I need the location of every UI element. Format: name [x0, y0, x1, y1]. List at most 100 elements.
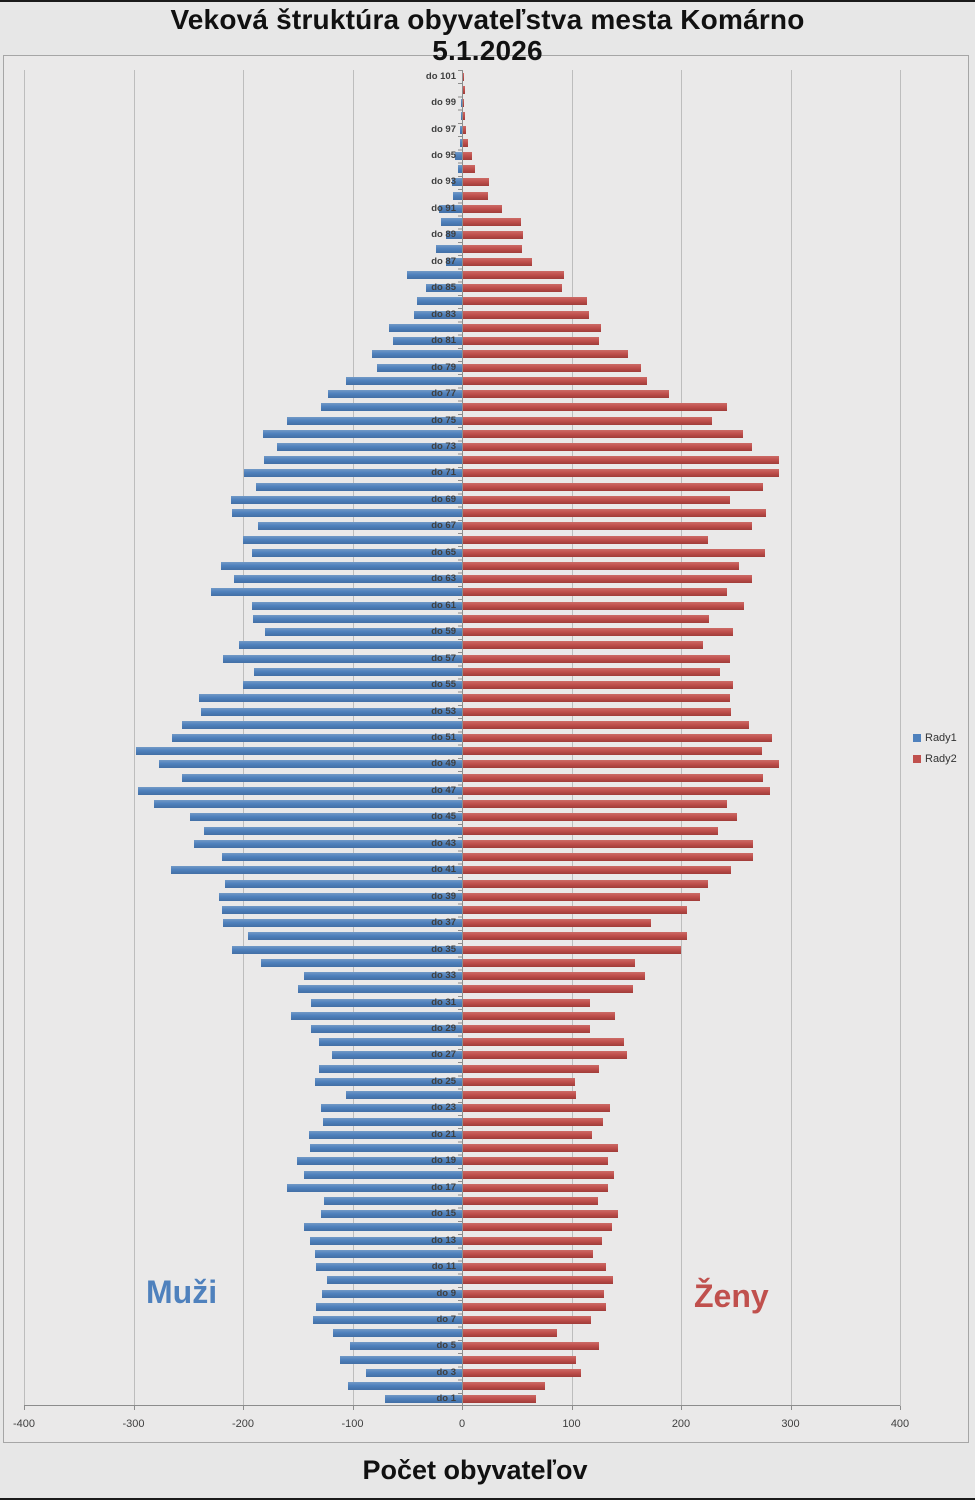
bar-men-age-77 [328, 390, 462, 399]
x-tick-mark--100 [352, 1406, 354, 1410]
bar-men-age-10 [327, 1276, 462, 1285]
chart-title-line2: 5.1.2026 [432, 35, 543, 66]
bar-men-age-48 [181, 773, 462, 782]
bar-women-age-86 [463, 271, 564, 280]
bar-women-age-47 [463, 786, 770, 795]
category-label-do-23: do 23 [431, 1102, 456, 1114]
bar-men-age-27 [331, 1051, 462, 1060]
bar-men-age-34 [260, 958, 462, 967]
category-label-do-57: do 57 [431, 652, 456, 664]
category-label-do-27: do 27 [431, 1049, 456, 1061]
category-label-do-89: do 89 [431, 229, 456, 241]
x-tick-label--400: -400 [12, 1418, 36, 1430]
bar-men-age-91 [439, 204, 462, 213]
bar-women-age-25 [463, 1077, 575, 1086]
legend-swatch-rady1 [913, 734, 921, 742]
bar-men-age-40 [225, 879, 462, 888]
bar-women-age-82 [463, 323, 601, 332]
bar-men-age-51 [171, 734, 462, 742]
category-label-do-5: do 5 [436, 1340, 456, 1352]
bar-men-age-85 [425, 284, 462, 293]
x-tick-label-400: 400 [890, 1418, 910, 1430]
category-label-do-79: do 79 [431, 361, 456, 373]
bar-women-age-21 [463, 1130, 593, 1139]
bar-women-age-57 [463, 654, 731, 663]
legend-label-rady2: Rady2 [925, 753, 957, 765]
category-label-do-35: do 35 [431, 943, 456, 955]
category-label-do-97: do 97 [431, 123, 456, 135]
bar-women-age-9 [463, 1289, 605, 1298]
bar-women-age-11 [463, 1263, 607, 1272]
category-label-do-71: do 71 [431, 467, 456, 479]
bar-men-age-52 [181, 720, 462, 729]
x-tick-mark--400 [24, 1406, 25, 1410]
bar-women-age-71 [463, 469, 780, 478]
bar-men-age-56 [253, 667, 462, 676]
bar-women-age-77 [463, 390, 669, 399]
category-label-do-39: do 39 [431, 890, 456, 902]
bar-men-age-59 [264, 628, 462, 637]
category-label-do-49: do 49 [431, 758, 456, 770]
bar-women-age-37 [463, 919, 652, 928]
bar-men-age-63 [234, 575, 462, 584]
bar-women-age-48 [463, 773, 764, 782]
bar-men-age-21 [308, 1130, 462, 1139]
category-label-do-81: do 81 [431, 335, 456, 347]
x-tick-mark--300 [133, 1406, 135, 1410]
category-label-do-61: do 61 [431, 599, 456, 611]
bar-men-age-89 [445, 231, 462, 240]
bar-men-age-23 [320, 1104, 462, 1113]
bar-men-age-71 [244, 469, 462, 478]
bar-women-age-3 [463, 1368, 582, 1377]
chart-area: -400 -300 -200 -100 0 100 200 300 400 do 101 do 99… [3, 55, 969, 1443]
bar-men-age-29 [310, 1025, 462, 1033]
legend-swatch-rady2 [913, 755, 921, 763]
bar-women-age-62 [463, 588, 727, 597]
bar-women-age-58 [463, 641, 703, 650]
bar-women-age-18 [463, 1170, 615, 1179]
bar-men-age-41 [170, 866, 462, 875]
bar-women-age-41 [463, 866, 732, 875]
bar-men-age-13 [309, 1236, 462, 1245]
bar-men-age-7 [313, 1316, 462, 1325]
bar-men-age-11 [316, 1263, 462, 1272]
bar-men-age-18 [304, 1170, 462, 1179]
bar-women-age-101 [463, 72, 465, 81]
category-label-do-93: do 93 [431, 176, 456, 188]
category-label-do-9: do 9 [436, 1287, 456, 1299]
bar-men-age-60 [252, 614, 462, 623]
bar-women-age-90 [463, 218, 522, 227]
category-label-do-33: do 33 [431, 970, 456, 982]
bar-men-age-78 [345, 376, 462, 385]
bar-men-age-53 [201, 707, 462, 716]
category-label-do-85: do 85 [431, 282, 456, 294]
category-label-do-19: do 19 [431, 1155, 456, 1167]
bar-women-age-10 [463, 1276, 613, 1285]
bar-men-age-28 [318, 1038, 462, 1047]
bar-women-age-52 [463, 720, 749, 729]
category-label-do-83: do 83 [431, 308, 456, 320]
bar-women-age-1 [463, 1395, 537, 1404]
x-tick-label-0: 0 [458, 1418, 466, 1430]
bar-men-age-44 [203, 826, 462, 835]
bar-men-age-88 [435, 244, 462, 253]
bar-women-age-30 [463, 1011, 616, 1020]
category-label-do-67: do 67 [431, 520, 456, 532]
bar-men-age-2 [348, 1382, 462, 1391]
bar-women-age-32 [463, 985, 633, 994]
category-label-do-91: do 91 [431, 202, 456, 214]
bar-men-age-74 [262, 429, 462, 438]
bar-men-age-39 [218, 892, 462, 901]
bar-women-age-43 [463, 839, 754, 848]
bar-women-age-31 [463, 998, 591, 1007]
x-tick-mark--200 [243, 1406, 244, 1410]
category-label-do-59: do 59 [431, 626, 456, 638]
category-label-do-73: do 73 [431, 440, 456, 452]
bar-men-age-43 [193, 839, 462, 848]
x-tick-mark-200 [681, 1406, 682, 1410]
bar-men-age-62 [211, 588, 462, 597]
category-label-do-29: do 29 [431, 1023, 456, 1034]
bar-women-age-73 [463, 442, 753, 451]
bar-men-age-76 [320, 403, 462, 412]
chart-title: Veková štruktúra obyvateľstva mesta Komá… [0, 4, 975, 66]
